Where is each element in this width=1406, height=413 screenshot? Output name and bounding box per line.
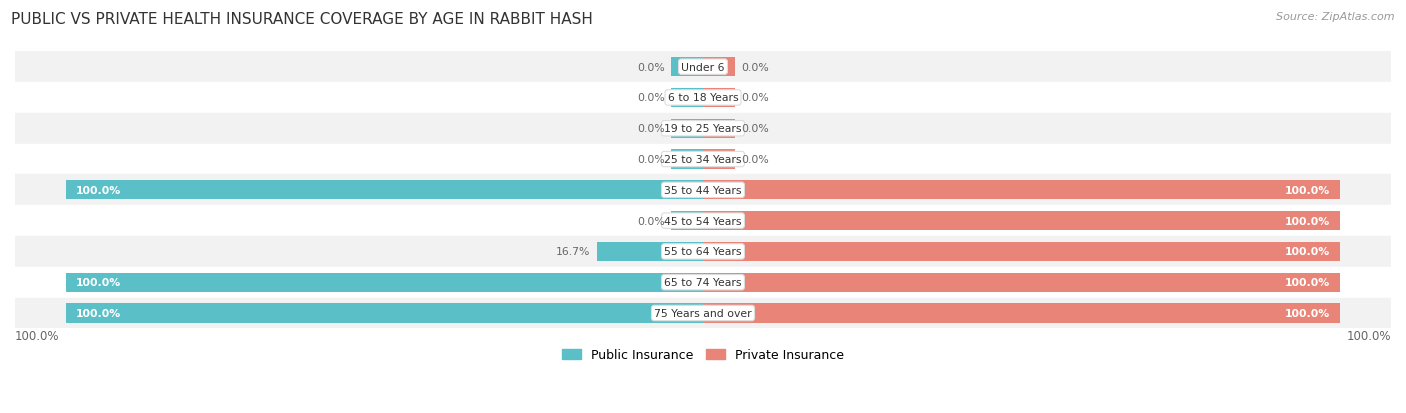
Text: 75 Years and over: 75 Years and over	[654, 308, 752, 318]
Text: 0.0%: 0.0%	[637, 154, 665, 165]
Bar	[596, 242, 703, 261]
Bar	[703, 119, 735, 138]
Bar	[66, 273, 703, 292]
Text: 0.0%: 0.0%	[637, 124, 665, 134]
Text: 0.0%: 0.0%	[741, 124, 769, 134]
Text: 100.0%: 100.0%	[15, 329, 59, 342]
Bar	[15, 267, 1391, 298]
Bar	[15, 144, 1391, 175]
Bar	[703, 273, 1340, 292]
Text: 65 to 74 Years: 65 to 74 Years	[664, 278, 742, 287]
Text: 0.0%: 0.0%	[637, 93, 665, 103]
Bar	[15, 83, 1391, 114]
Legend: Public Insurance, Private Insurance: Public Insurance, Private Insurance	[557, 344, 849, 367]
Bar	[66, 304, 703, 323]
Bar	[15, 298, 1391, 329]
Text: 100.0%: 100.0%	[1285, 278, 1330, 287]
Bar	[703, 211, 1340, 230]
Bar	[15, 175, 1391, 206]
Bar	[703, 242, 1340, 261]
Text: 100.0%: 100.0%	[76, 308, 121, 318]
Bar	[671, 58, 703, 77]
Bar	[15, 52, 1391, 83]
Bar	[15, 206, 1391, 237]
Text: 0.0%: 0.0%	[637, 216, 665, 226]
Text: 55 to 64 Years: 55 to 64 Years	[664, 247, 742, 257]
Text: 0.0%: 0.0%	[741, 62, 769, 72]
Bar	[671, 89, 703, 108]
Text: 100.0%: 100.0%	[1285, 185, 1330, 195]
Bar	[15, 114, 1391, 144]
Text: 100.0%: 100.0%	[1347, 329, 1391, 342]
Text: 35 to 44 Years: 35 to 44 Years	[664, 185, 742, 195]
Text: Under 6: Under 6	[682, 62, 724, 72]
Bar	[703, 304, 1340, 323]
Text: 16.7%: 16.7%	[555, 247, 591, 257]
Text: 100.0%: 100.0%	[76, 278, 121, 287]
Text: 100.0%: 100.0%	[1285, 247, 1330, 257]
Bar	[671, 211, 703, 230]
Text: 0.0%: 0.0%	[741, 93, 769, 103]
Bar	[703, 150, 735, 169]
Text: 0.0%: 0.0%	[741, 154, 769, 165]
Text: 19 to 25 Years: 19 to 25 Years	[664, 124, 742, 134]
Text: 100.0%: 100.0%	[76, 185, 121, 195]
Bar	[703, 181, 1340, 200]
Bar	[671, 150, 703, 169]
Text: Source: ZipAtlas.com: Source: ZipAtlas.com	[1277, 12, 1395, 22]
Bar	[703, 89, 735, 108]
Text: 100.0%: 100.0%	[1285, 308, 1330, 318]
Bar	[703, 58, 735, 77]
Bar	[66, 181, 703, 200]
Text: 6 to 18 Years: 6 to 18 Years	[668, 93, 738, 103]
Bar	[15, 237, 1391, 267]
Text: 100.0%: 100.0%	[1285, 216, 1330, 226]
Text: 45 to 54 Years: 45 to 54 Years	[664, 216, 742, 226]
Text: 0.0%: 0.0%	[637, 62, 665, 72]
Bar	[671, 119, 703, 138]
Text: PUBLIC VS PRIVATE HEALTH INSURANCE COVERAGE BY AGE IN RABBIT HASH: PUBLIC VS PRIVATE HEALTH INSURANCE COVER…	[11, 12, 593, 27]
Text: 25 to 34 Years: 25 to 34 Years	[664, 154, 742, 165]
